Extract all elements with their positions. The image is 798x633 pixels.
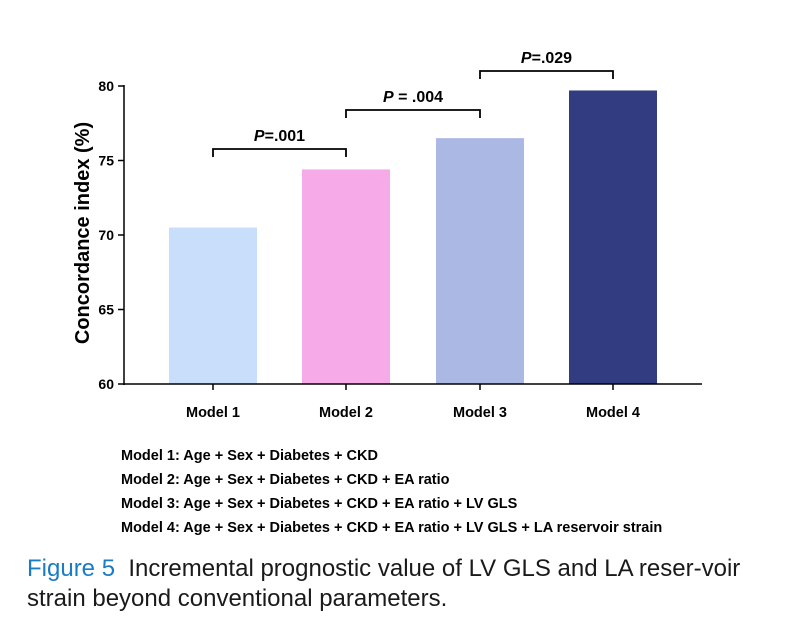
y-tick-label-80: 80: [98, 78, 114, 94]
bars-group: [169, 90, 657, 384]
figure-caption: Figure 5 Incremental prognostic value of…: [27, 554, 787, 614]
bar-model-1: [169, 227, 257, 384]
x-tick-label-3: Model 3: [453, 405, 507, 421]
y-tick-label-75: 75: [98, 153, 114, 169]
figure-label: Figure 5: [27, 555, 116, 582]
bar-model-3: [436, 138, 524, 384]
x-tick-label-2: Model 2: [319, 405, 373, 421]
model-legend: Model 1: Age + Sex + Diabetes + CKD Mode…: [121, 444, 781, 540]
p-value-label-3: P=.029: [521, 50, 572, 67]
legend-item-model-4: Model 4: Age + Sex + Diabetes + CKD + EA…: [121, 520, 663, 536]
comparison-bracket-2: [345, 109, 481, 118]
bar-model-2: [302, 169, 390, 384]
comparison-brackets-group: P=.001 P = .004 P=.029: [212, 50, 614, 157]
legend-item-model-3: Model 3: Age + Sex + Diabetes + CKD + EA…: [121, 496, 518, 512]
p-value-label-1: P=.001: [254, 128, 305, 145]
x-categories-group: Model 1 Model 2 Model 3 Model 4: [186, 384, 640, 421]
p-value-label-2: P = .004: [383, 89, 443, 106]
y-axis-label: Concordance index (%): [72, 122, 94, 344]
y-tick-label-60: 60: [98, 376, 114, 392]
bar-model-4: [569, 90, 657, 384]
comparison-bracket-1: [212, 148, 347, 157]
legend-item-model-2: Model 2: Age + Sex + Diabetes + CKD + EA…: [121, 472, 450, 488]
x-tick-label-1: Model 1: [186, 405, 240, 421]
y-tick-label-70: 70: [98, 227, 114, 243]
caption-text: Incremental prognostic value of LV GLS a…: [27, 555, 741, 612]
legend-item-model-1: Model 1: Age + Sex + Diabetes + CKD: [121, 448, 378, 464]
x-tick-label-4: Model 4: [586, 405, 640, 421]
y-tick-label-65: 65: [98, 302, 114, 318]
comparison-bracket-3: [479, 70, 614, 79]
y-ticks-group: 60 65 70 75 80: [98, 78, 124, 392]
